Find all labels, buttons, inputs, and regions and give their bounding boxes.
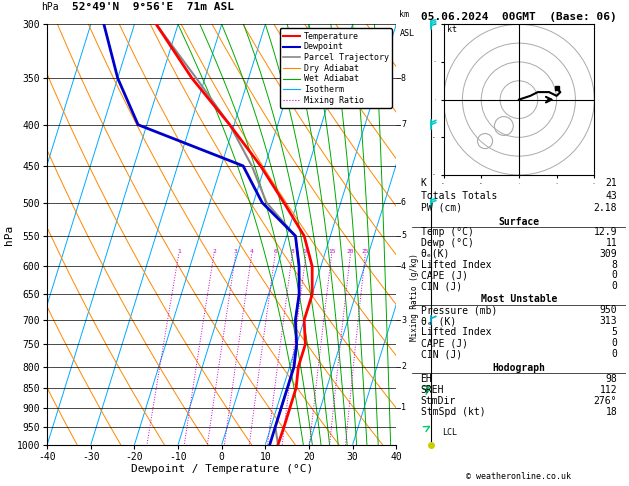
Text: Pressure (mb): Pressure (mb) [421, 305, 497, 315]
Text: LCL: LCL [442, 428, 457, 437]
Text: Lifted Index: Lifted Index [421, 327, 491, 337]
Text: 10: 10 [302, 249, 309, 255]
Text: 8: 8 [291, 249, 294, 255]
Text: 2.18: 2.18 [594, 203, 617, 213]
Text: CAPE (J): CAPE (J) [421, 338, 467, 348]
Text: 3: 3 [401, 315, 406, 325]
Text: 4: 4 [250, 249, 253, 255]
Text: 3: 3 [234, 249, 238, 255]
Text: 21: 21 [606, 178, 617, 189]
Text: 309: 309 [599, 249, 617, 259]
Text: θₑ (K): θₑ (K) [421, 316, 456, 327]
Text: 98: 98 [606, 374, 617, 384]
Text: hPa: hPa [41, 2, 58, 12]
Text: Most Unstable: Most Unstable [481, 295, 557, 305]
Text: 18: 18 [606, 407, 617, 417]
Text: K: K [421, 178, 426, 189]
Text: Temp (°C): Temp (°C) [421, 227, 474, 238]
Text: 6: 6 [401, 198, 406, 207]
Text: 313: 313 [599, 316, 617, 327]
Text: PW (cm): PW (cm) [421, 203, 462, 213]
Text: Hodograph: Hodograph [493, 363, 545, 373]
Text: 1: 1 [177, 249, 181, 255]
Text: StmSpd (kt): StmSpd (kt) [421, 407, 485, 417]
Text: 12.9: 12.9 [594, 227, 617, 238]
Text: SREH: SREH [421, 385, 444, 395]
Text: km: km [399, 10, 409, 19]
Text: 950: 950 [599, 305, 617, 315]
Text: © weatheronline.co.uk: © weatheronline.co.uk [467, 472, 571, 481]
Text: 52°49'N  9°56'E  71m ASL: 52°49'N 9°56'E 71m ASL [72, 2, 235, 12]
Text: 0: 0 [611, 270, 617, 280]
Text: 2: 2 [401, 362, 406, 371]
Text: 43: 43 [606, 191, 617, 201]
Text: EH: EH [421, 374, 432, 384]
Text: ASL: ASL [399, 29, 415, 38]
Text: 8: 8 [611, 260, 617, 270]
Text: StmDir: StmDir [421, 396, 456, 406]
Text: Mixing Ratio (g/kg): Mixing Ratio (g/kg) [410, 254, 419, 342]
Text: CIN (J): CIN (J) [421, 281, 462, 291]
Text: CAPE (J): CAPE (J) [421, 270, 467, 280]
Text: 1: 1 [401, 403, 406, 413]
Legend: Temperature, Dewpoint, Parcel Trajectory, Dry Adiabat, Wet Adiabat, Isotherm, Mi: Temperature, Dewpoint, Parcel Trajectory… [280, 29, 392, 108]
Text: 8: 8 [401, 73, 406, 83]
Text: kt: kt [447, 25, 457, 34]
Text: Totals Totals: Totals Totals [421, 191, 497, 201]
Text: θₑ(K): θₑ(K) [421, 249, 450, 259]
Text: 0: 0 [611, 338, 617, 348]
Text: 15: 15 [328, 249, 335, 255]
Text: Dewp (°C): Dewp (°C) [421, 238, 474, 248]
Text: 25: 25 [362, 249, 369, 255]
Text: Surface: Surface [498, 217, 540, 226]
Text: 0: 0 [611, 281, 617, 291]
Text: 2: 2 [212, 249, 216, 255]
Text: 0: 0 [611, 349, 617, 359]
Text: CIN (J): CIN (J) [421, 349, 462, 359]
Text: 11: 11 [606, 238, 617, 248]
Text: 276°: 276° [594, 396, 617, 406]
Text: 5: 5 [611, 327, 617, 337]
Text: 20: 20 [347, 249, 354, 255]
Text: 05.06.2024  00GMT  (Base: 06): 05.06.2024 00GMT (Base: 06) [421, 12, 617, 22]
Text: 112: 112 [599, 385, 617, 395]
Text: Lifted Index: Lifted Index [421, 260, 491, 270]
Text: 5: 5 [401, 231, 406, 241]
Text: 6: 6 [273, 249, 277, 255]
X-axis label: Dewpoint / Temperature (°C): Dewpoint / Temperature (°C) [131, 465, 313, 474]
Y-axis label: hPa: hPa [4, 225, 14, 244]
Text: 4: 4 [401, 262, 406, 271]
Text: 7: 7 [401, 120, 406, 129]
